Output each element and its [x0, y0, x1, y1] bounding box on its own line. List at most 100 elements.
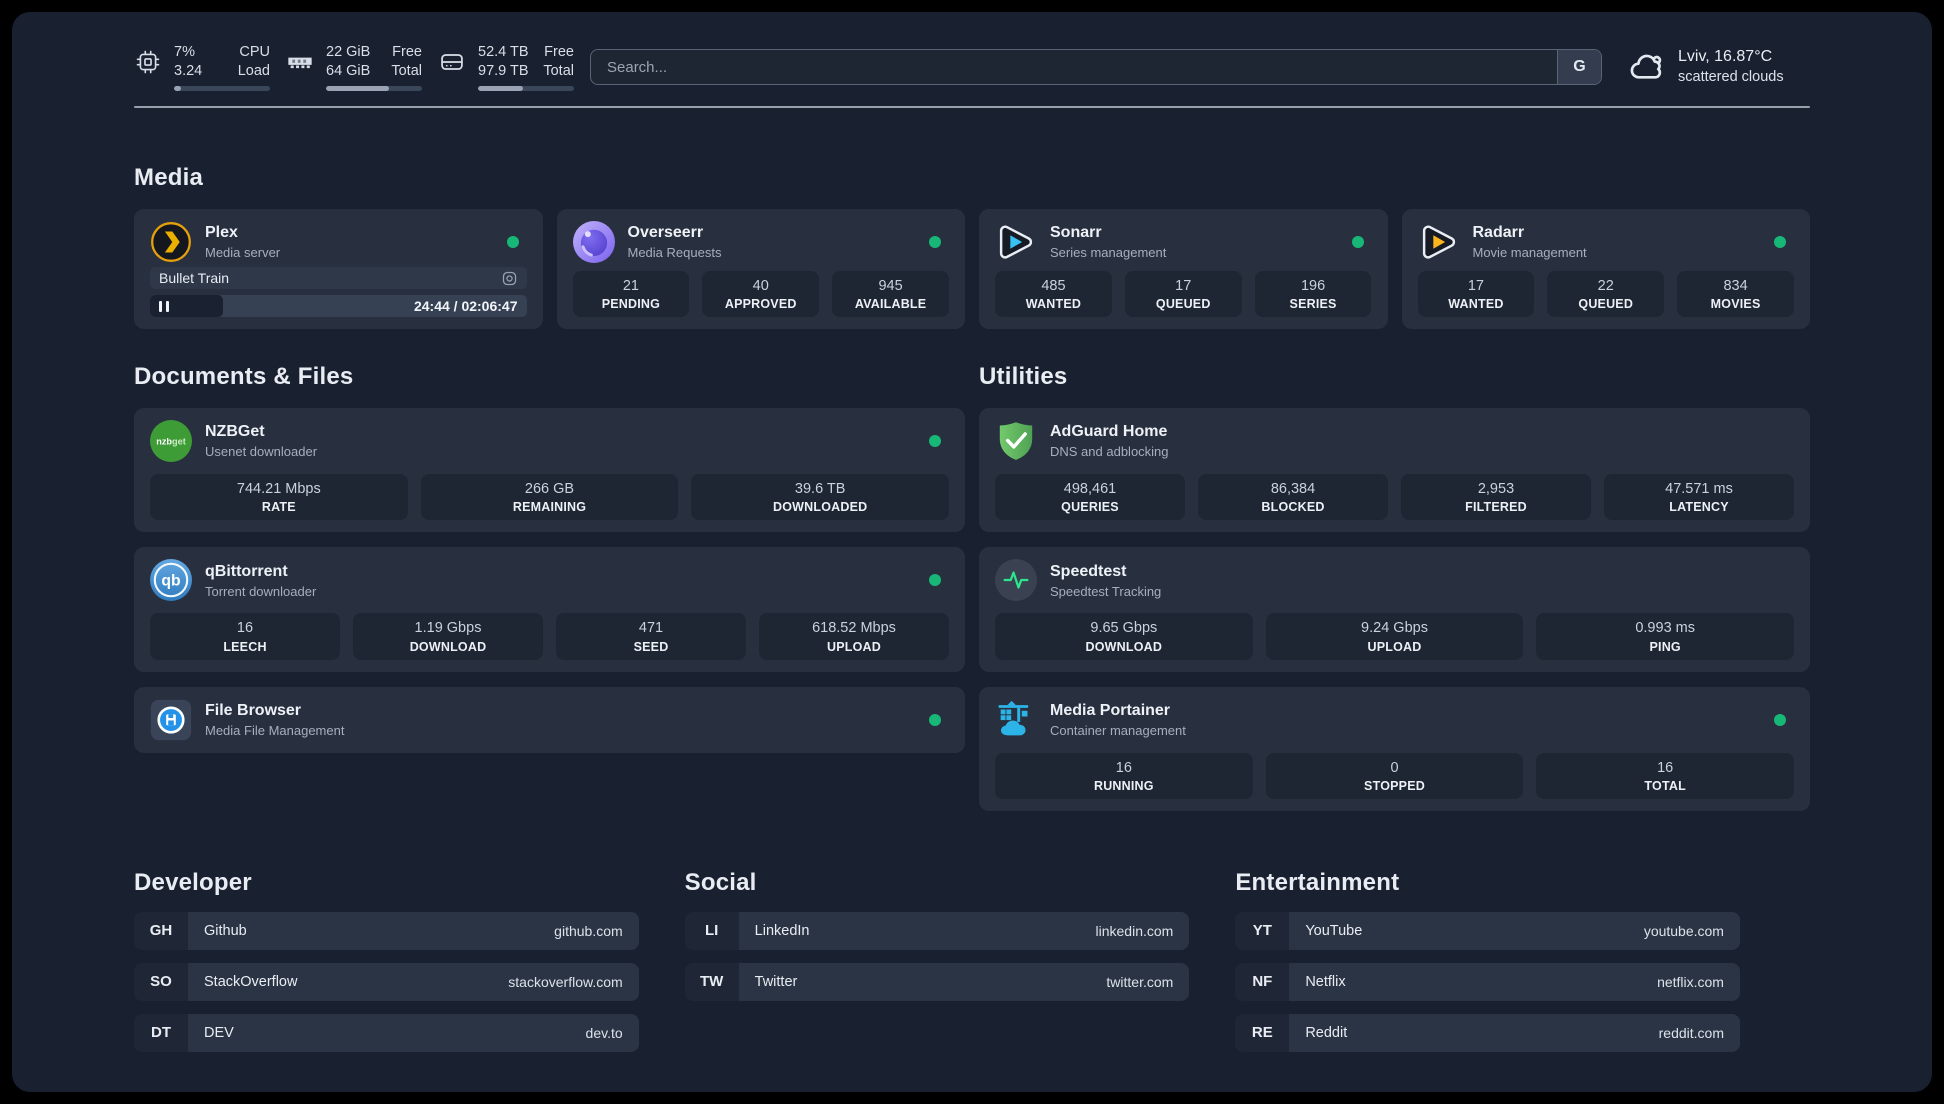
app-card-radarr[interactable]: Radarr Movie management 17 WANTED 22 QUE… [1401, 209, 1810, 329]
stat-label: PENDING [601, 297, 661, 311]
stat-label: WANTED [1025, 297, 1082, 311]
stat-tile-movies: 834 MOVIES [1677, 270, 1794, 317]
stat-tile-ping: 0.993 ms PING [1536, 613, 1795, 660]
bookmark-linkedin[interactable]: LI LinkedIn linkedin.com [684, 911, 1190, 950]
stat-tile-upload: 618.52 Mbps UPLOAD [759, 613, 949, 660]
usage-bar [174, 86, 270, 92]
stat-value: 9.24 Gbps [1361, 620, 1428, 637]
bookmark-name: Netflix [1305, 973, 1346, 990]
stat-value: 196 [1300, 277, 1326, 294]
bookmark-abbr: DT [134, 1013, 188, 1052]
bookmark-dev[interactable]: DT DEV dev.to [134, 1013, 639, 1052]
stat-label: BLOCKED [1261, 500, 1325, 515]
app-subtitle: Media Requests [627, 245, 722, 261]
app-stats-row: 21 PENDING 40 APPROVED 945 AVAILABLE [572, 270, 950, 317]
bookmark-github[interactable]: GH Github github.com [134, 911, 639, 950]
app-card-adguard-home[interactable]: AdGuard Home DNS and adblocking 498,461 … [979, 408, 1810, 533]
bookmark-url: github.com [554, 922, 623, 939]
now-playing-title: Bullet Train [150, 267, 527, 289]
stat-value: 22 [1597, 277, 1614, 294]
weather-text: Lviv, 16.87°C scattered clouds [1678, 47, 1784, 87]
app-stats-row: 485 WANTED 17 QUEUED 196 SERIES [995, 270, 1372, 317]
stat-tile-latency: 47.571 ms LATENCY [1604, 474, 1794, 521]
stat-value: 2,953 [1477, 481, 1515, 497]
bookmark-url: netflix.com [1657, 973, 1724, 990]
stat-value: 1.19 Gbps [414, 620, 482, 637]
app-subtitle: Torrent downloader [205, 583, 317, 599]
bookmark-name: StackOverflow [204, 973, 298, 990]
camera-icon [501, 270, 518, 287]
playback-time: 24:44 / 02:06:47 [413, 298, 518, 314]
stat-tile-queries: 498,461 QUERIES [995, 474, 1185, 521]
weather-widget[interactable]: Lviv, 16.87°C scattered clouds [1628, 47, 1784, 87]
media-cards-row: Plex Media server Bullet Train 24:44 / 0… [134, 209, 1810, 329]
status-dot [506, 236, 519, 248]
stat-value: 17 [1175, 277, 1192, 294]
bookmark-section-social: Social LI LinkedIn linkedin.com TW Twitt… [684, 869, 1190, 1052]
search-bar: G [590, 49, 1602, 85]
filebrowser-icon [150, 699, 192, 741]
app-card-nzbget[interactable]: nzbget NZBGet Usenet downloader 744.21 M… [134, 408, 965, 533]
playback-progress-bar[interactable]: 24:44 / 02:06:47 [150, 295, 527, 317]
app-name: qBittorrent [205, 562, 288, 580]
bookmark-name: LinkedIn [754, 922, 810, 939]
bookmark-abbr: YT [1235, 911, 1290, 950]
bookmark-reddit[interactable]: RE Reddit reddit.com [1235, 1013, 1740, 1052]
stat-value: 16 [236, 620, 254, 637]
app-stats-row: 498,461 QUERIES 86,384 BLOCKED 2,953 FIL… [995, 474, 1794, 521]
stat-label: LATENCY [1669, 500, 1729, 515]
app-subtitle: Container management [1050, 722, 1186, 738]
section-title-documents: Documents & Files [134, 363, 354, 390]
stat-value: 40 [752, 277, 769, 294]
bookmark-twitter[interactable]: TW Twitter twitter.com [684, 962, 1190, 1001]
bookmark-netflix[interactable]: NF Netflix netflix.com [1235, 962, 1740, 1001]
app-card-plex[interactable]: Plex Media server Bullet Train 24:44 / 0… [134, 209, 543, 329]
stat-tile-downloaded: 39.6 TB DOWNLOADED [691, 474, 950, 521]
bookmark-name: Github [204, 922, 247, 939]
app-name: File Browser [205, 701, 302, 719]
stat-label: TOTAL [1644, 778, 1686, 793]
pause-icon[interactable] [159, 300, 169, 312]
portainer-icon [995, 699, 1037, 741]
disk-icon [438, 48, 466, 76]
stat-tile-download: 1.19 Gbps DOWNLOAD [353, 613, 543, 660]
bookmark-section-entertainment: Entertainment YT YouTube youtube.com NF … [1235, 869, 1740, 1052]
app-card-overseerr[interactable]: Overseerr Media Requests 21 PENDING 40 A… [556, 209, 965, 329]
search-engine-button[interactable]: G [1557, 50, 1601, 84]
system-stat: 52.4 TB Free 97.9 TB Total [438, 43, 574, 92]
status-dot [929, 236, 941, 248]
app-card-qbittorrent[interactable]: qb qBittorrent Torrent downloader 16 LEE… [134, 547, 965, 672]
app-subtitle: Series management [1050, 245, 1167, 261]
bookmark-youtube[interactable]: YT YouTube youtube.com [1235, 911, 1740, 950]
app-subtitle: Speedtest Tracking [1050, 583, 1162, 599]
stat-tile-upload: 9.24 Gbps UPLOAD [1265, 613, 1524, 660]
app-card-media-portainer[interactable]: Media Portainer Container management 16 … [979, 686, 1810, 811]
app-subtitle: Media server [205, 245, 281, 261]
bookmark-url: twitter.com [1106, 973, 1174, 990]
status-dot [929, 713, 941, 726]
nzbget-icon: nzbget [150, 420, 192, 462]
header-divider [134, 106, 1810, 108]
stat-value: 0.993 ms [1635, 620, 1695, 637]
stat-value: 498,461 [1063, 481, 1117, 497]
app-card-sonarr[interactable]: Sonarr Series management 485 WANTED 17 Q… [979, 209, 1388, 329]
stat-value: 266 GB [524, 481, 575, 497]
app-card-speedtest[interactable]: Speedtest Speedtest Tracking 9.65 Gbps D… [979, 547, 1810, 672]
cpu-icon [134, 48, 162, 76]
stat-value: 16 [1657, 759, 1674, 776]
search-input[interactable] [591, 50, 1557, 84]
plex-icon [150, 221, 192, 263]
adguard-icon [995, 420, 1037, 462]
bookmark-abbr: GH [134, 911, 188, 950]
bookmark-section-title: Developer [134, 868, 252, 896]
documents-cards: nzbget NZBGet Usenet downloader 744.21 M… [134, 408, 965, 753]
bookmark-sections: Developer GH Github github.com SO StackO… [134, 869, 1810, 1052]
app-name: AdGuard Home [1050, 423, 1168, 441]
bookmark-abbr: LI [684, 911, 739, 950]
stat-tile-rate: 744.21 Mbps RATE [150, 474, 408, 521]
bookmark-stackoverflow[interactable]: SO StackOverflow stackoverflow.com [134, 962, 639, 1001]
app-card-file-browser[interactable]: File Browser Media File Management [134, 686, 965, 753]
bookmark-url: youtube.com [1643, 922, 1724, 939]
stat-value: 9.65 Gbps [1090, 620, 1158, 637]
stat-value: 945 [878, 277, 903, 294]
